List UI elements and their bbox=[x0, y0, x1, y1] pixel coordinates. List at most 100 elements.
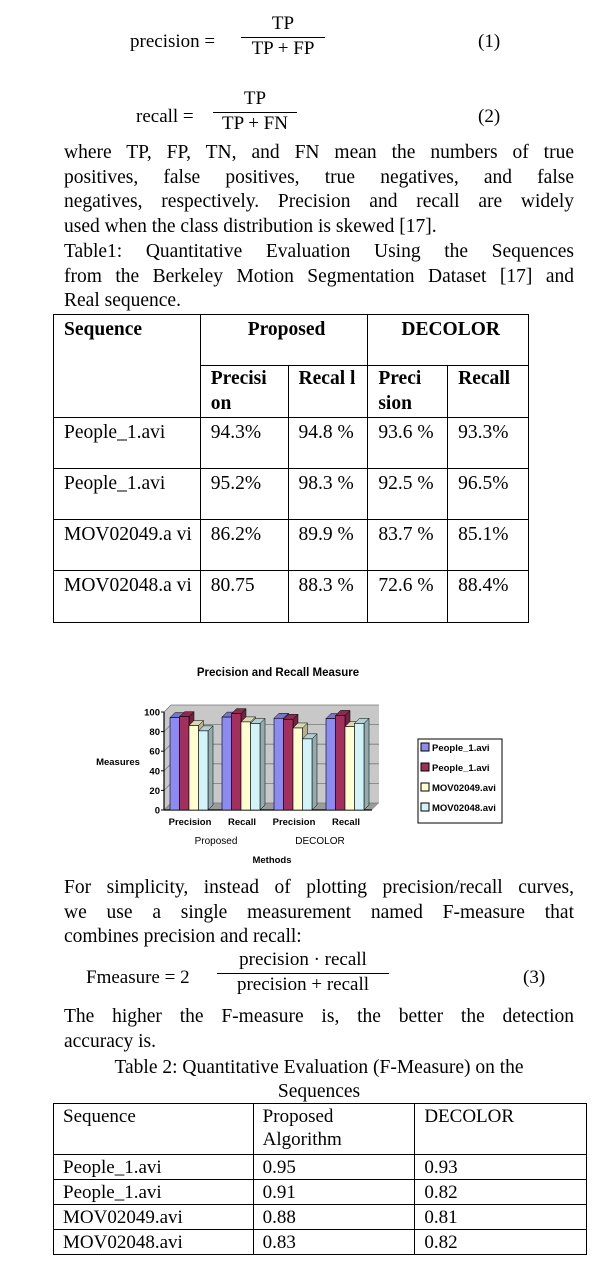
table1-cell: 96.5% bbox=[447, 468, 529, 520]
x-tick-label: Recall bbox=[332, 817, 360, 828]
x-group-label: Proposed bbox=[195, 836, 238, 847]
table1-header-row: Sequence Proposed DECOLOR bbox=[53, 314, 529, 418]
bar bbox=[240, 721, 251, 811]
table1-cell: 83.7 % bbox=[367, 519, 449, 571]
y-tick-label: 40 bbox=[149, 766, 160, 777]
table1-cell: 86.2% bbox=[199, 519, 289, 571]
table2-cell: 0.82 bbox=[414, 1229, 587, 1255]
legend-label: People_1.avi bbox=[432, 743, 490, 754]
table1-cell: 94.8 % bbox=[287, 417, 369, 469]
table1-header-sequence: Sequence bbox=[53, 314, 201, 418]
table2-cell: 0.88 bbox=[252, 1204, 416, 1230]
caption-line: Table 2: Quantitative Evaluation (F-Meas… bbox=[114, 1057, 524, 1078]
text-line: where TP, FP, TN, and FN mean the number… bbox=[64, 142, 574, 163]
eq1-numerator: TP bbox=[271, 13, 295, 34]
table1-sub-decolor-recall: Recall bbox=[447, 365, 529, 418]
eq2-denominator: TP + FN bbox=[222, 113, 288, 134]
bar bbox=[188, 725, 199, 811]
y-tick-label: 60 bbox=[149, 747, 160, 758]
table2-cell: 0.81 bbox=[414, 1204, 587, 1230]
eq3-lhs: Fmeasure = 2 bbox=[86, 967, 190, 988]
eq1-lhs: precision = bbox=[130, 31, 216, 52]
text-line: negatives, respectively. Precision and r… bbox=[64, 191, 574, 213]
table-row: People_1.avi 0.91 0.82 bbox=[53, 1179, 587, 1205]
eq3-bar bbox=[217, 973, 389, 974]
table1: Sequence Proposed DECOLOR Precisi on Rec… bbox=[53, 314, 529, 623]
bar bbox=[273, 717, 284, 811]
y-tick-label: 20 bbox=[149, 786, 160, 797]
eq2-numerator: TP bbox=[243, 88, 267, 109]
table-row: MOV02048.a vi 80.75 88.3 % 72.6 % 88.4% bbox=[53, 570, 529, 623]
plot-floor bbox=[164, 803, 379, 810]
table-row: People_1.avi 94.3% 94.8 % 93.6 % 93.3% bbox=[53, 417, 529, 469]
caption-line: Table1: Quantitative Evaluation Using th… bbox=[64, 241, 574, 262]
bar bbox=[325, 718, 336, 811]
bar bbox=[221, 716, 232, 811]
legend-swatch bbox=[420, 802, 430, 812]
bar bbox=[344, 726, 355, 811]
table2-header-row: Sequence Proposed Algorithm DECOLOR bbox=[53, 1103, 587, 1155]
table1-cell: 85.1% bbox=[447, 519, 529, 571]
bar bbox=[169, 717, 180, 811]
table1-cell: 88.4% bbox=[447, 570, 529, 623]
y-tick-label: 0 bbox=[155, 806, 160, 817]
legend-box bbox=[417, 738, 503, 824]
text-line: The higher the F-measure is, the better … bbox=[64, 1006, 574, 1027]
text-line: we use a single measurement named F-meas… bbox=[64, 901, 574, 923]
eq2-number: (2) bbox=[478, 106, 501, 127]
bar bbox=[302, 738, 313, 811]
bar bbox=[283, 719, 294, 811]
bar bbox=[198, 730, 209, 811]
x-tick-label: Precision bbox=[273, 817, 316, 828]
table1-cell-sequence: MOV02049.a vi bbox=[53, 519, 201, 571]
table2-header-decolor: DECOLOR bbox=[414, 1103, 587, 1155]
bar bbox=[179, 716, 190, 811]
eq1-bar bbox=[241, 37, 325, 38]
table1-cell: 93.6 % bbox=[367, 417, 449, 469]
table1-cell-sequence: People_1.avi bbox=[53, 468, 201, 520]
table1-cell: 92.5 % bbox=[367, 468, 449, 520]
gridline bbox=[163, 704, 379, 713]
caption-line: Sequences bbox=[277, 1081, 361, 1102]
table1-cell: 94.3% bbox=[199, 417, 289, 469]
bar bbox=[354, 723, 365, 811]
table1-cell-sequence: MOV02048.a vi bbox=[53, 570, 201, 623]
x-axis-label: Methods bbox=[252, 855, 291, 866]
bar bbox=[335, 715, 346, 811]
table2-header-sequence: Sequence bbox=[53, 1103, 254, 1155]
table2-cell-sequence: People_1.avi bbox=[53, 1179, 254, 1205]
bar bbox=[292, 727, 303, 811]
eq3-fraction: precision · recall precision + recall bbox=[217, 949, 389, 996]
table1-cell: 98.3 % bbox=[287, 468, 369, 520]
legend-label: People_1.avi bbox=[432, 763, 490, 774]
table2-cell: 0.95 bbox=[252, 1154, 416, 1180]
table2-cell-sequence: MOV02048.avi bbox=[53, 1229, 254, 1255]
eq2-lhs: recall = bbox=[136, 106, 194, 127]
caption-line: from the Berkeley Motion Segmentation Da… bbox=[64, 265, 574, 287]
table1-cell: 72.6 % bbox=[367, 570, 449, 623]
table1-cell: 93.3% bbox=[447, 417, 529, 469]
table2-cell-sequence: People_1.avi bbox=[53, 1154, 254, 1180]
table2-cell: 0.91 bbox=[252, 1179, 416, 1205]
bar bbox=[250, 723, 261, 811]
legend-swatch bbox=[420, 782, 430, 792]
table-row: People_1.avi 0.95 0.93 bbox=[53, 1154, 587, 1180]
table1-header-decolor: DECOLOR bbox=[367, 314, 529, 366]
text-line: combines precision and recall: bbox=[64, 926, 302, 948]
table1-caption: Table1: Quantitative Evaluation Using th… bbox=[64, 240, 574, 314]
table-row: MOV02049.avi 0.88 0.81 bbox=[53, 1204, 587, 1230]
table-row: MOV02049.a vi 86.2% 89.9 % 83.7 % 85.1% bbox=[53, 519, 529, 571]
bar-side bbox=[259, 717, 266, 811]
legend-swatch bbox=[420, 762, 430, 772]
precision-recall-chart: Precision and Recall Measure 0 20 40 60 80 100… bbox=[96, 667, 503, 866]
table1-cell: 88.3 % bbox=[287, 570, 369, 623]
paragraph-definitions: where TP, FP, TN, and FN mean the number… bbox=[64, 141, 574, 239]
x-tick-label: Recall bbox=[228, 817, 256, 828]
eq3-numerator: precision · recall bbox=[239, 949, 367, 970]
eq2-fraction: TP TP + FN bbox=[213, 88, 297, 135]
table2-cell: 0.82 bbox=[414, 1179, 587, 1205]
x-group-label: DECOLOR bbox=[295, 836, 344, 847]
table2: Sequence Proposed Algorithm DECOLOR Peop… bbox=[53, 1103, 587, 1255]
chart-title: Precision and Recall Measure bbox=[197, 667, 359, 679]
y-axis-label: Measures bbox=[96, 757, 140, 768]
